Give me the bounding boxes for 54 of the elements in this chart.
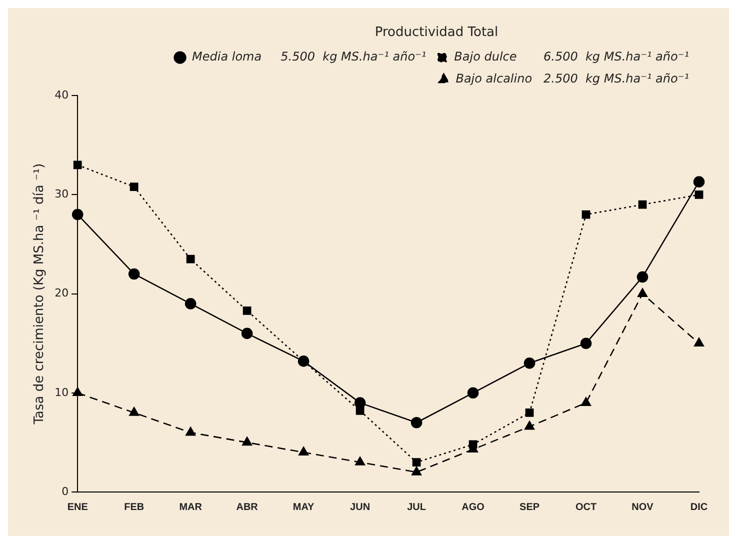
point: [694, 190, 704, 199]
y-tick-label: 20: [54, 286, 69, 300]
point: [580, 338, 592, 349]
legend-label: Bajo alcalino 2.500 kg MS.ha⁻¹ año⁻¹: [456, 72, 690, 86]
point: [186, 254, 195, 264]
point: [694, 338, 704, 346]
legend-label: Media loma 5.500 kg MS.ha⁻¹ año⁻¹: [192, 50, 426, 64]
point: [524, 358, 536, 369]
point: [355, 456, 366, 466]
point: [582, 210, 590, 219]
point: [581, 397, 591, 406]
point: [524, 420, 535, 430]
point: [242, 306, 252, 315]
x-tick-label: ABR: [236, 502, 259, 513]
point: [130, 182, 138, 191]
point: [72, 208, 84, 220]
point: [636, 271, 648, 283]
point: [412, 466, 422, 476]
point: [73, 160, 82, 170]
x-tick-label: SEP: [520, 502, 540, 513]
y-tick-label: 30: [54, 188, 69, 201]
point: [128, 268, 140, 280]
point: [638, 200, 647, 209]
y-tick-label: 10: [54, 386, 69, 399]
x-tick-label: NOV: [632, 502, 654, 513]
x-tick-label: MAY: [292, 502, 315, 513]
x-tick-label: DIC: [690, 502, 708, 513]
point: [693, 176, 705, 188]
x-tick-label: FEB: [124, 502, 144, 513]
point: [468, 440, 478, 449]
x-tick-label: OCT: [575, 502, 597, 513]
point: [412, 458, 421, 466]
x-tick-label: JUN: [350, 502, 370, 513]
point: [241, 328, 253, 340]
x-tick-label: MAR: [179, 502, 203, 513]
point: [354, 397, 366, 408]
point: [129, 407, 140, 416]
x-tick-label: ENE: [67, 502, 88, 513]
y-tick-label: 0: [62, 484, 69, 498]
point: [638, 288, 648, 297]
point: [242, 436, 252, 446]
point: [184, 298, 196, 310]
point: [186, 426, 196, 436]
y-axis-title: Tasa de crecimiento (Kg MS.ha ⁻¹ día ⁻¹): [32, 163, 48, 426]
point: [525, 408, 534, 417]
x-tick-label: JUL: [407, 502, 426, 513]
x-tick-label: AGO: [462, 502, 485, 513]
point: [298, 446, 309, 456]
legend-title: Productividad Total: [374, 24, 498, 40]
point: [467, 387, 479, 399]
point: [72, 387, 83, 396]
y-tick-label: 40: [54, 88, 69, 102]
legend-label: Bajo dulce 6.500 kg MS.ha⁻¹ año⁻¹: [454, 50, 690, 64]
point: [410, 416, 422, 428]
